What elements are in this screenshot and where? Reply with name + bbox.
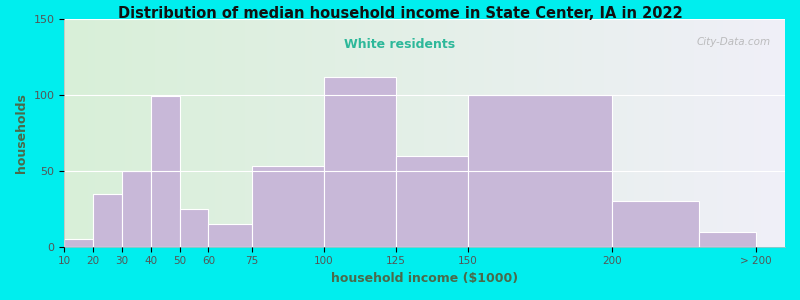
Text: City-Data.com: City-Data.com (697, 37, 770, 47)
Bar (150, 96, 179, 247)
Y-axis label: households: households (15, 93, 28, 173)
Bar (64, 239, 93, 247)
Text: White residents: White residents (345, 38, 455, 50)
Bar (612, 201, 698, 247)
Bar (698, 232, 756, 247)
Bar (396, 156, 468, 247)
Bar (468, 95, 612, 247)
Bar (209, 224, 252, 247)
X-axis label: household income ($1000): household income ($1000) (331, 272, 518, 285)
Bar (93, 194, 122, 247)
Text: Distribution of median household income in State Center, IA in 2022: Distribution of median household income … (118, 6, 682, 21)
Bar (122, 171, 150, 247)
Bar (252, 166, 324, 247)
Bar (179, 209, 209, 247)
Bar (324, 77, 396, 247)
